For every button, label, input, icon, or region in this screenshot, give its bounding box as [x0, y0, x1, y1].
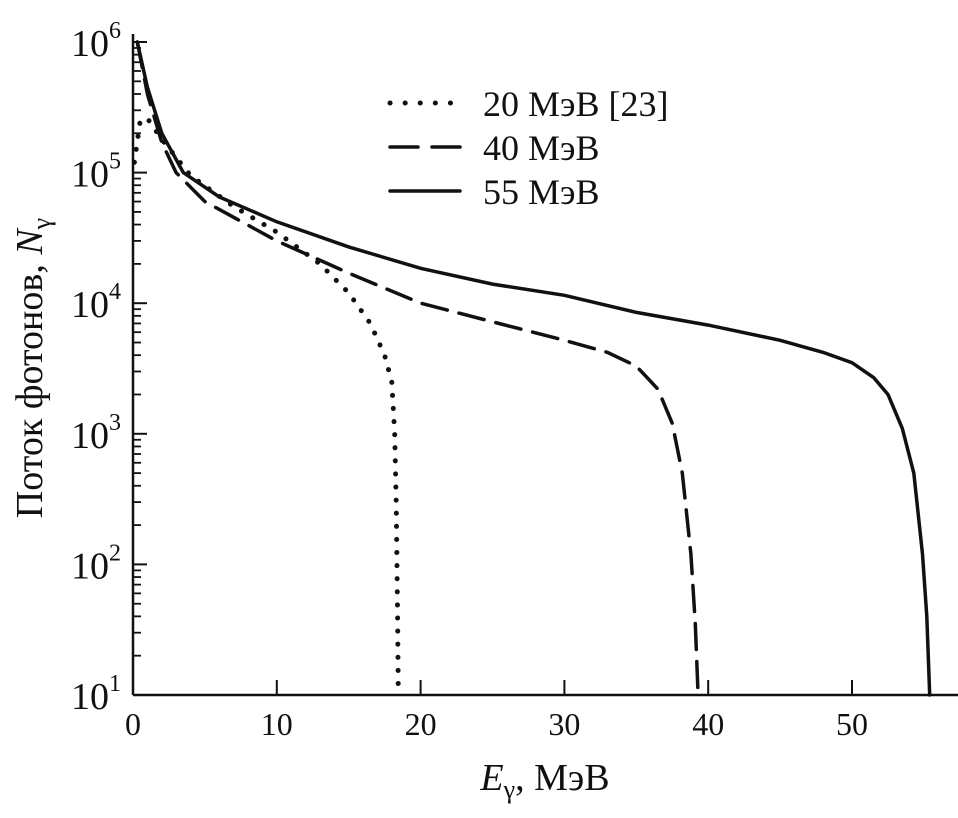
x-tick-label: 40: [692, 706, 724, 742]
y-axis-label: Поток фотонов, Nγ: [9, 218, 56, 518]
y-tick-label: 106: [71, 18, 121, 65]
y-tick-label: 101: [71, 671, 121, 718]
x-tick-label: 0: [125, 706, 141, 742]
legend-label: 40 МэВ: [483, 128, 599, 168]
x-tick-label: 20: [405, 706, 437, 742]
x-axis-label: Eγ, МэВ: [479, 757, 609, 804]
x-tick-label: 30: [548, 706, 580, 742]
x-tick-label: 10: [261, 706, 293, 742]
y-tick-label: 102: [71, 540, 121, 587]
series-line-dashed: [135, 40, 700, 697]
y-tick-label: 103: [71, 410, 121, 457]
series-line-dotted: [131, 115, 401, 698]
legend-label: 20 МэВ [23]: [483, 84, 668, 124]
series-line-solid: [135, 40, 932, 697]
y-tick-label: 105: [71, 149, 121, 196]
legend-label: 55 МэВ: [483, 172, 599, 212]
axes: 0 10 20 30 40 50 101 102 103 104 105 106: [71, 18, 958, 742]
y-tick-label: 104: [71, 279, 121, 326]
series-group: [131, 40, 932, 698]
x-tick-label: 50: [836, 706, 868, 742]
